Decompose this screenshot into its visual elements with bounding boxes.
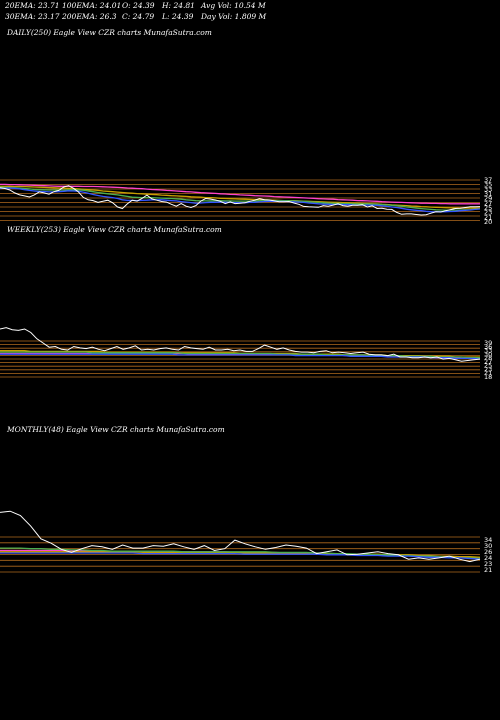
- ema30-label: 30EMA: 23.17: [5, 12, 60, 21]
- y-tick-label: 21: [484, 213, 492, 221]
- y-tick-label: 27: [484, 199, 492, 207]
- ema-pink-line: [0, 352, 480, 360]
- y-tick-label: 30: [484, 542, 492, 550]
- low-label: L: 24.39: [162, 12, 194, 21]
- y-tick-label: 27: [484, 358, 492, 366]
- weekly-chart-panel: WEEKLY(253) Eagle View CZR charts Munafa…: [0, 225, 500, 425]
- y-tick-label: 23: [484, 560, 492, 568]
- monthly-chart-title: MONTHLY(48) Eagle View CZR charts Munafa…: [7, 425, 225, 434]
- y-tick-label: 24: [484, 554, 492, 562]
- y-tick-label: 31: [484, 190, 492, 198]
- y-tick-label: 28: [484, 354, 492, 362]
- ema-blue-line: [0, 353, 481, 360]
- ema-gold-line: [0, 185, 480, 209]
- ema-blue-line: [0, 552, 481, 560]
- day-volume-label: Day Vol: 1.809 M: [201, 12, 267, 21]
- y-tick-label: 26: [484, 548, 492, 556]
- ema-pink-line: [0, 183, 480, 205]
- high-label: H: 24.81: [162, 1, 195, 10]
- ema-gold-line: [0, 551, 481, 558]
- y-tick-label: 35: [484, 181, 492, 189]
- y-tick-label: 33: [484, 347, 492, 355]
- close-label: C: 24.79: [122, 12, 155, 21]
- y-tick-label: 34: [484, 536, 492, 544]
- y-tick-label: 30: [484, 350, 492, 358]
- avg-volume-label: Avg Vol: 10.54 M: [201, 1, 266, 10]
- y-tick-label: 21: [484, 566, 492, 574]
- ema-green-line: [0, 186, 481, 211]
- daily-chart-panel: DAILY(250) Eagle View CZR charts MunafaS…: [0, 28, 500, 224]
- y-tick-label: 29: [484, 195, 492, 203]
- ema-green-line: [0, 351, 480, 359]
- ema20-label: 20EMA: 23.71: [5, 1, 60, 10]
- y-tick-label: 23: [484, 365, 492, 373]
- y-tick-label: 18: [484, 373, 492, 381]
- open-label: O: 24.39: [122, 1, 155, 10]
- y-tick-label: 23: [484, 209, 492, 217]
- ema100-label: 100EMA: 24.01: [62, 1, 122, 10]
- y-tick-label: 36: [484, 343, 492, 351]
- price-line: [0, 185, 481, 216]
- y-tick-label: 25: [484, 362, 492, 370]
- price-line: [0, 327, 481, 362]
- y-tick-label: 33: [484, 185, 492, 193]
- ema200-label: 200EMA: 26.3: [62, 12, 117, 21]
- y-tick-label: 39: [484, 339, 492, 347]
- weekly-chart-title: WEEKLY(253) Eagle View CZR charts Munafa…: [7, 225, 222, 234]
- y-tick-label: 25: [484, 204, 492, 212]
- y-tick-label: 20: [484, 218, 492, 224]
- ema-blue-line: [0, 187, 481, 213]
- indicator-header: 20EMA: 23.71 100EMA: 24.01 O: 24.39 H: 2…: [0, 0, 500, 24]
- y-tick-label: 21: [484, 369, 492, 377]
- y-tick-label: 37: [484, 176, 492, 184]
- monthly-chart-panel: MONTHLY(48) Eagle View CZR charts Munafa…: [0, 425, 500, 620]
- price-line: [0, 510, 481, 563]
- daily-chart-title: DAILY(250) Eagle View CZR charts MunafaS…: [7, 28, 212, 37]
